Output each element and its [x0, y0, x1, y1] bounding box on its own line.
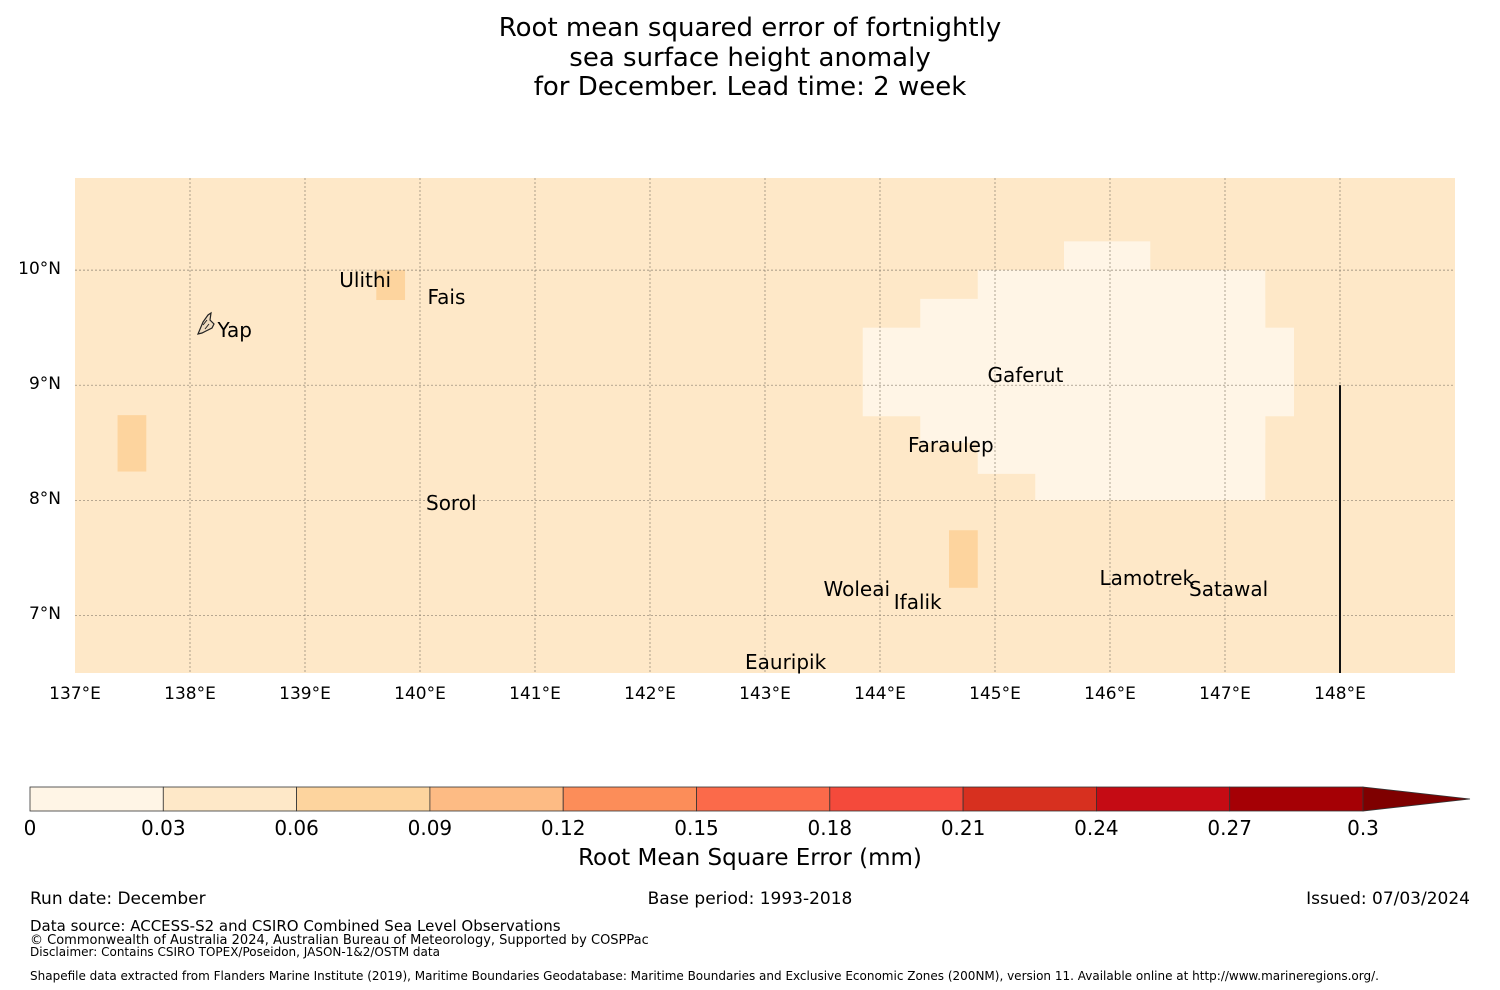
island-label-fais: Fais: [427, 284, 466, 309]
colorbar-segment: [429, 786, 564, 812]
colorbar-segments: [29, 786, 1471, 812]
colorbar-segment: [696, 786, 831, 812]
lon-label: 147°E: [1199, 684, 1251, 704]
colorbar-segment: [296, 786, 431, 812]
rmse-cell-3: [1035, 270, 1266, 501]
disclaimer: Disclaimer: Contains CSIRO TOPEX/Poseido…: [30, 945, 440, 959]
data-source: Data source: ACCESS-S2 and CSIRO Combine…: [30, 917, 561, 935]
lon-label: 146°E: [1084, 684, 1136, 704]
title-line-1: Root mean squared error of fortnightly: [498, 13, 1002, 43]
colorbar-tick-label: 0.03: [141, 816, 186, 840]
island-label-yap: Yap: [217, 318, 252, 343]
island-label-ulithi: Ulithi: [339, 268, 392, 293]
lon-label: 143°E: [739, 684, 791, 704]
rmse-cell-5: [117, 415, 147, 472]
colorbar-tick-label: 0.18: [807, 816, 853, 840]
base-period: Base period: 1993-2018: [647, 889, 853, 909]
rmse-anomaly-cells: [117, 241, 1294, 588]
island-label-sorol: Sorol: [426, 490, 477, 515]
island-label-faraulep: Faraulep: [908, 433, 994, 458]
rmse-cell-7: [949, 530, 978, 588]
lat-label: 7°N: [28, 604, 61, 625]
title-line-2: sea surface height anomaly: [569, 42, 931, 73]
lon-label: 144°E: [854, 684, 906, 704]
rmse-cell-6: [376, 270, 406, 301]
lon-label: 138°E: [164, 684, 216, 704]
colorbar-segment: [829, 786, 964, 812]
colorbar-tick-label: 0.27: [1207, 816, 1252, 840]
island-label-woleai: Woleai: [823, 577, 891, 602]
colorbar-tick-label: 0.3: [1347, 816, 1379, 840]
colorbar-tick-label: 0.09: [407, 816, 453, 840]
lon-label: 145°E: [969, 684, 1021, 704]
lon-label: 141°E: [509, 684, 561, 704]
colorbar-segment: [162, 786, 298, 812]
yap-island-shape: [196, 311, 215, 335]
title-line-3: for December. Lead time: 2 week: [533, 72, 967, 102]
island-label-eauripik: Eauripik: [745, 650, 827, 675]
colorbar-tick-label: 0.24: [1074, 816, 1119, 840]
island-label-gaferut: Gaferut: [987, 363, 1064, 388]
colorbar-tick-label: 0.12: [540, 816, 586, 840]
island-label-lamotrek: Lamotrek: [1099, 565, 1195, 590]
rmse-cell-4: [1064, 241, 1151, 271]
rmse-map: [75, 178, 1455, 673]
run-date: Run date: December: [30, 889, 206, 909]
island-label-satawal: Satawal: [1189, 577, 1269, 602]
colorbar-label: Root Mean Square Error (mm): [578, 845, 922, 871]
issued-date: Issued: 07/03/2024: [1306, 889, 1470, 909]
copyright: © Commonwealth of Australia 2024, Austra…: [30, 933, 649, 948]
lat-label: 10°N: [18, 259, 61, 280]
colorbar-segment: [1229, 786, 1364, 812]
colorbar-tick-label: 0.15: [674, 816, 719, 840]
colorbar-tick-label: 0.21: [940, 816, 986, 840]
lon-label: 142°E: [624, 684, 676, 704]
colorbar-segment: [562, 786, 697, 812]
colorbar-extend-arrow: [1362, 786, 1471, 812]
colorbar-segment: [1096, 786, 1231, 812]
shapefile-credit: Shapefile data extracted from Flanders M…: [30, 969, 1379, 983]
lon-label: 140°E: [394, 684, 446, 704]
lon-label: 137°E: [49, 684, 101, 704]
lat-label: 9°N: [28, 374, 61, 395]
colorbar-tick-label: 0: [23, 816, 37, 840]
map-title: Root mean squared error of fortnightly s…: [0, 13, 1500, 103]
colorbar-segment: [962, 786, 1097, 812]
colorbar-tick-label: 0.06: [274, 816, 319, 840]
lat-label: 8°N: [28, 489, 61, 510]
island-label-ifalik: Ifalik: [893, 589, 942, 614]
lon-label: 148°E: [1314, 684, 1366, 704]
lon-label: 139°E: [279, 684, 331, 704]
colorbar-segment: [29, 786, 164, 812]
